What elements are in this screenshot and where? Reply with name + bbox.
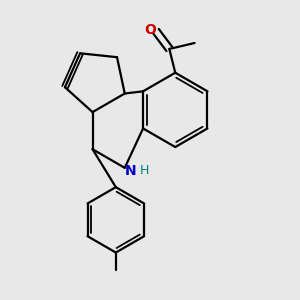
Text: O: O <box>145 22 157 37</box>
Text: N: N <box>124 164 136 178</box>
Text: H: H <box>140 164 149 177</box>
